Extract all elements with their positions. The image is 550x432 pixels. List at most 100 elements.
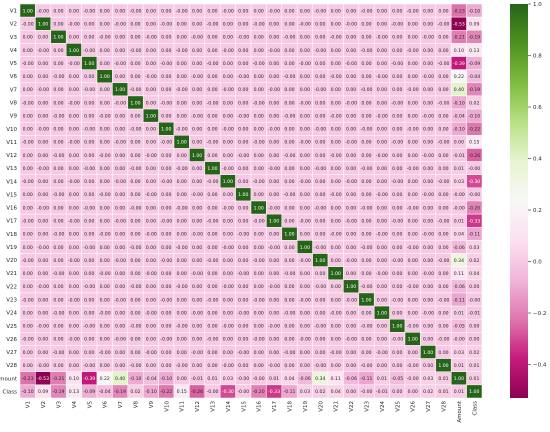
cell-label: -0.21 <box>53 376 65 382</box>
cell-label: -0.00 <box>284 153 296 159</box>
cell-label: 0.00 <box>331 363 341 369</box>
cell-label: 0.00 <box>161 35 171 41</box>
cell-label: 0.00 <box>100 219 110 225</box>
cell-label: -0.00 <box>222 87 234 93</box>
cell-label: -0.00 <box>53 310 65 316</box>
cell-label: 0.00 <box>69 245 79 251</box>
cell-label: 0.00 <box>361 192 371 198</box>
cell-label: 0.00 <box>269 140 279 146</box>
cell-label: -0.00 <box>207 140 219 146</box>
cell-label: -0.00 <box>222 127 234 133</box>
cell-label: -0.00 <box>422 35 434 41</box>
cell-label: 0.00 <box>100 284 110 290</box>
y-tick-label: V5 <box>10 61 18 67</box>
cell-label: -0.00 <box>299 179 311 185</box>
cell-label: 0.00 <box>438 74 448 80</box>
cell-label: 0.00 <box>53 179 63 185</box>
cell-label: 0.00 <box>408 192 418 198</box>
cell-label: 0.01 <box>454 310 464 316</box>
cell-label: -0.00 <box>268 8 280 14</box>
cell-label: -0.00 <box>207 61 219 67</box>
cell-label: 0.00 <box>69 8 79 14</box>
cell-label: 0.00 <box>115 363 125 369</box>
cell-label: -0.06 <box>345 376 357 382</box>
cell-label: 0.00 <box>192 166 202 172</box>
cell-label: 0.00 <box>392 350 402 356</box>
cell-label: 0.00 <box>130 192 140 198</box>
cell-label: 0.03 <box>423 376 433 382</box>
cell-label: 0.00 <box>38 74 48 80</box>
cell-label: 0.10 <box>69 376 79 382</box>
cell-label: -0.00 <box>191 310 203 316</box>
cell-label: -0.00 <box>438 140 450 146</box>
cell-label: -0.00 <box>222 324 234 330</box>
cell-label: -0.33 <box>268 389 280 395</box>
cell-label: 0.00 <box>177 271 187 277</box>
cell-label: -0.00 <box>284 74 296 80</box>
cell-label: 0.00 <box>377 245 387 251</box>
cell-label: 0.00 <box>223 192 233 198</box>
cell-label: -0.00 <box>253 100 265 106</box>
y-tick-label: Class <box>3 389 18 395</box>
cell-label: 1.00 <box>269 219 279 225</box>
cell-label: 0.00 <box>161 350 171 356</box>
cell-label: -0.00 <box>345 219 357 225</box>
cell-label: -0.00 <box>130 324 142 330</box>
cell-label: 0.00 <box>331 179 341 185</box>
cell-label: 0.00 <box>361 22 371 28</box>
cell-label: -0.00 <box>160 22 172 28</box>
cell-label: 0.00 <box>346 192 356 198</box>
cell-label: -0.00 <box>207 258 219 264</box>
cell-label: 0.00 <box>84 35 94 41</box>
cell-label: 0.03 <box>469 245 479 251</box>
cell-label: 0.00 <box>315 350 325 356</box>
cell-label: 0.00 <box>177 337 187 343</box>
cell-label: -0.00 <box>468 297 480 303</box>
cell-label: -0.00 <box>299 61 311 67</box>
cell-label: 0.00 <box>238 48 248 54</box>
y-tick-label: V26 <box>6 337 17 343</box>
cell-label: 0.00 <box>130 310 140 316</box>
cell-label: 0.00 <box>238 61 248 67</box>
cell-label: 0.00 <box>300 363 310 369</box>
cell-label: 0.00 <box>115 166 125 172</box>
cell-label: -0.10 <box>160 376 172 382</box>
cell-label: 0.00 <box>300 35 310 41</box>
cell-label: 0.00 <box>100 324 110 330</box>
cell-label: 0.00 <box>53 166 63 172</box>
cell-label: 0.00 <box>254 166 264 172</box>
cell-label: 0.01 <box>269 376 279 382</box>
cell-label: 0.00 <box>377 8 387 14</box>
cell-label: -0.00 <box>438 258 450 264</box>
cell-label: 0.00 <box>408 61 418 67</box>
cell-label: 0.00 <box>269 350 279 356</box>
cell-label: 0.02 <box>469 100 479 106</box>
cell-label: 0.00 <box>38 140 48 146</box>
cell-label: 0.00 <box>177 35 187 41</box>
cell-label: 0.00 <box>284 8 294 14</box>
y-tick-label: V4 <box>10 48 18 54</box>
cell-label: 0.00 <box>361 271 371 277</box>
cell-label: 0.00 <box>223 258 233 264</box>
cell-label: 0.00 <box>53 22 63 28</box>
cell-label: 0.00 <box>331 61 341 67</box>
cell-label: 0.00 <box>84 258 94 264</box>
cell-label: -0.00 <box>130 284 142 290</box>
cell-label: 0.00 <box>38 192 48 198</box>
cell-label: -0.00 <box>176 284 188 290</box>
cell-label: 0.00 <box>192 100 202 106</box>
cell-label: -0.00 <box>114 179 126 185</box>
cell-label: 0.00 <box>69 166 79 172</box>
cell-label: -0.09 <box>468 61 480 67</box>
cell-label: 0.00 <box>100 100 110 106</box>
cell-label: -0.00 <box>191 232 203 238</box>
cell-label: 0.00 <box>284 22 294 28</box>
cell-label: 0.00 <box>300 166 310 172</box>
cell-label: 0.00 <box>269 271 279 277</box>
cell-label: 0.00 <box>408 258 418 264</box>
cell-label: 0.00 <box>392 389 402 395</box>
cell-label: 0.00 <box>192 8 202 14</box>
cell-label: 0.00 <box>23 363 33 369</box>
cell-label: -0.00 <box>237 271 249 277</box>
